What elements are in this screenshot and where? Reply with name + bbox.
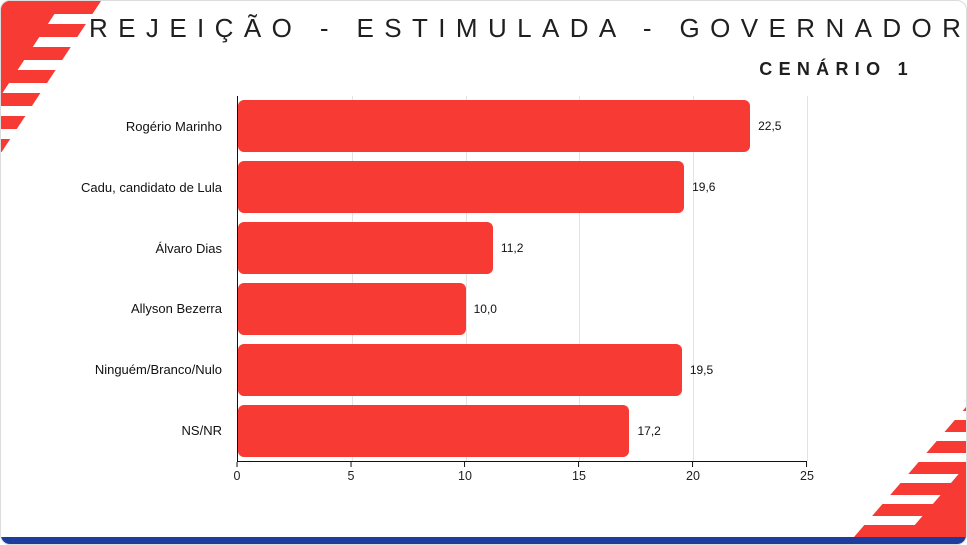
- value-label: 19,5: [689, 362, 714, 377]
- tick-label: 25: [800, 469, 814, 483]
- x-tick-0: 0: [233, 462, 241, 483]
- tick-label: 20: [686, 469, 700, 483]
- tick-mark: [692, 462, 694, 467]
- bar-row: Cadu, candidato de Lula 19,6: [81, 157, 807, 218]
- category-label: Cadu, candidato de Lula: [81, 179, 222, 195]
- gridline-25: [807, 96, 808, 461]
- bar-rows: Rogério Marinho 22,5 Cadu, candidato de Lu…: [81, 96, 807, 461]
- value-label: 22,5: [758, 119, 782, 134]
- x-tick-15: 15: [572, 462, 586, 483]
- corner-stripes-bottom-right: [854, 407, 966, 537]
- plot-area: Rogério Marinho 22,5 Cadu, candidato de Lu…: [81, 96, 808, 462]
- tick-label: 10: [458, 469, 472, 483]
- category-label: Ninguém/Branco/Nulo: [94, 362, 222, 378]
- gridline-15: [579, 96, 581, 461]
- solid-corner-triangle: [904, 465, 966, 537]
- tick-mark: [578, 462, 580, 467]
- gridline-10: [465, 96, 467, 461]
- diagonal-stripes: [854, 407, 966, 537]
- x-tick-10: 10: [458, 462, 472, 483]
- tick-label: 15: [572, 469, 586, 483]
- bar-row: Álvaro Dias 11,2: [156, 218, 807, 279]
- chart-title: REJEIÇÃO - ESTIMULADA - GOVERNADOR: [89, 13, 960, 43]
- x-tick-25: 25: [800, 462, 814, 483]
- category-label: NS/NR: [181, 423, 222, 439]
- corner-stripes-top-left: [1, 1, 101, 153]
- category-label: Álvaro Dias: [155, 240, 222, 256]
- tick-mark: [806, 462, 808, 467]
- tick-mark: [236, 462, 238, 467]
- bar-row: Allyson Bezerra 10,0: [131, 278, 807, 339]
- bar-row: Rogério Marinho 22,5: [126, 96, 807, 157]
- value-label: 17,2: [637, 423, 661, 438]
- bar: [238, 404, 630, 457]
- chart-subtitle: CENÁRIO 1: [759, 59, 914, 79]
- bar: [238, 222, 493, 275]
- tick-mark: [350, 462, 352, 467]
- tick-label: 0: [233, 469, 241, 483]
- tick-mark: [464, 462, 466, 467]
- tick-label: 5: [347, 469, 355, 483]
- solid-corner-triangle: [1, 1, 63, 96]
- bottom-accent-bar: [1, 537, 966, 544]
- bar: [238, 282, 466, 335]
- value-label: 10,0: [473, 301, 497, 316]
- bar: [238, 161, 685, 214]
- gridline-5: [351, 96, 353, 461]
- gridline-20: [693, 96, 695, 461]
- x-axis: 0 5 10 15 20 25: [233, 462, 814, 492]
- bar-row: NS/NR 17,2: [182, 400, 807, 461]
- bar: [238, 100, 751, 153]
- diagonal-stripes: [1, 1, 101, 153]
- category-label: Allyson Bezerra: [130, 301, 222, 317]
- bar-row: Ninguém/Branco/Nulo 19,5: [95, 339, 807, 400]
- x-tick-20: 20: [686, 462, 700, 483]
- bar: [238, 343, 682, 396]
- x-tick-5: 5: [347, 462, 355, 483]
- value-label: 19,6: [692, 180, 716, 195]
- value-label: 11,2: [500, 241, 524, 256]
- category-label: Rogério Marinho: [125, 118, 222, 134]
